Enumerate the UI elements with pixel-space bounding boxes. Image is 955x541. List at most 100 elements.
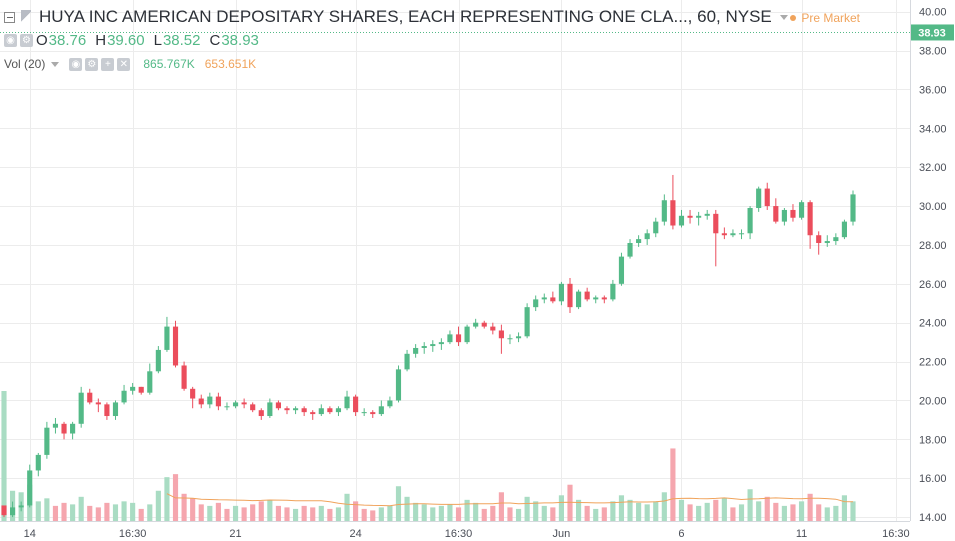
candle-body [275, 402, 281, 409]
axes [0, 0, 911, 522]
candle [756, 186, 762, 212]
volume-bar [318, 505, 324, 521]
candle-body [430, 344, 436, 347]
candle-body [404, 353, 410, 370]
add-icon[interactable]: + [101, 57, 115, 71]
candle [87, 388, 93, 405]
candle [198, 394, 204, 409]
volume-bars [1, 391, 856, 521]
candle-body [687, 215, 693, 218]
candle-body [816, 235, 822, 244]
candle [104, 402, 110, 420]
volume-bar [378, 507, 384, 521]
close-icon[interactable]: ✕ [117, 57, 131, 71]
candle-body [747, 208, 753, 234]
candle [27, 464, 33, 508]
candle-body [215, 396, 221, 407]
chevron-down-icon[interactable] [779, 14, 788, 20]
volume-bar [627, 499, 633, 521]
chevron-down-icon[interactable] [51, 61, 60, 67]
collapse-icon[interactable] [4, 11, 15, 23]
candle [593, 295, 599, 304]
candle-body [730, 233, 736, 236]
candle-body [121, 390, 127, 403]
volume-indicator-label[interactable]: Vol (20) [4, 57, 46, 71]
candle [404, 349, 410, 372]
volume-bar [1, 391, 7, 521]
candle [241, 398, 247, 409]
volume-bar [95, 507, 101, 521]
candle-body [704, 213, 710, 216]
volume-bar [678, 499, 685, 521]
price-tick-label: 28.00 [919, 240, 947, 252]
volume-bar [190, 498, 196, 521]
price-tick-label: 16.00 [919, 473, 947, 485]
candle-body [558, 283, 564, 302]
volume-bar [490, 505, 496, 521]
candle-body [601, 297, 607, 300]
candle-body [438, 342, 444, 345]
candle [473, 318, 479, 329]
last-price-label: 38.93 [918, 27, 946, 39]
candle [130, 382, 136, 395]
candle [781, 208, 787, 226]
candle [807, 200, 813, 249]
volume-bar [498, 492, 504, 521]
volume-bar [413, 502, 419, 521]
candle [455, 326, 462, 347]
volume-bar [87, 505, 93, 521]
candle-body [1, 505, 7, 516]
candle [833, 233, 839, 245]
candle-body [87, 392, 93, 403]
candle [687, 209, 693, 224]
volume-bar [224, 508, 230, 521]
volume-bar [130, 502, 136, 521]
volume-bar [481, 508, 487, 521]
pre-market-badge[interactable]: Pre Market [790, 11, 860, 25]
flag-icon[interactable] [21, 10, 31, 24]
candle-body [713, 213, 719, 234]
candle-body [773, 206, 779, 222]
volume-bar [593, 508, 599, 521]
candle [550, 291, 556, 304]
settings-icon[interactable]: ⚙ [85, 57, 99, 71]
eye-icon[interactable]: ◉ [4, 34, 17, 47]
symbol-interval[interactable]: , 60, NYSE [687, 7, 772, 26]
volume-bar [524, 496, 530, 521]
candle [601, 295, 607, 304]
candle-body [198, 398, 204, 405]
price-axis[interactable]: 14.00 16.00 18.00 20.00 22.00 24.00 26.00 28.00… [919, 7, 947, 524]
candle [70, 421, 76, 440]
candle [44, 421, 50, 459]
volume-bar [215, 502, 221, 521]
eye-icon[interactable]: ◉ [69, 57, 83, 71]
price-tick-label: 40.00 [919, 7, 947, 19]
candle [576, 289, 582, 310]
candle-body [370, 412, 376, 415]
candle-body [756, 188, 762, 209]
candle-body [138, 386, 144, 393]
candle [1, 505, 7, 518]
price-tick-label: 22.00 [919, 357, 947, 369]
candle [421, 342, 427, 354]
time-axis[interactable]: 14 16:30 21 24 16:30 Jun 6 11 16:30 [24, 528, 910, 540]
candle-body [584, 291, 590, 300]
candle [310, 410, 316, 420]
candle-body [824, 241, 830, 244]
candle [713, 209, 719, 267]
candle-body [841, 221, 847, 238]
candle [52, 417, 59, 434]
candle-body [61, 423, 67, 434]
candle [584, 287, 590, 302]
time-tick-label: 16:30 [882, 528, 910, 540]
symbol-title[interactable]: HUYA INC AMERICAN DEPOSITARY SHARES, EAC… [39, 7, 688, 26]
volume-bar [618, 495, 625, 521]
settings-icon[interactable]: ⚙ [20, 34, 33, 47]
candle [558, 281, 564, 306]
candle-body [790, 209, 796, 218]
candle-body [781, 209, 787, 222]
volume-bar [644, 504, 650, 521]
volume-bar [610, 501, 616, 521]
volume-bar [155, 490, 161, 521]
